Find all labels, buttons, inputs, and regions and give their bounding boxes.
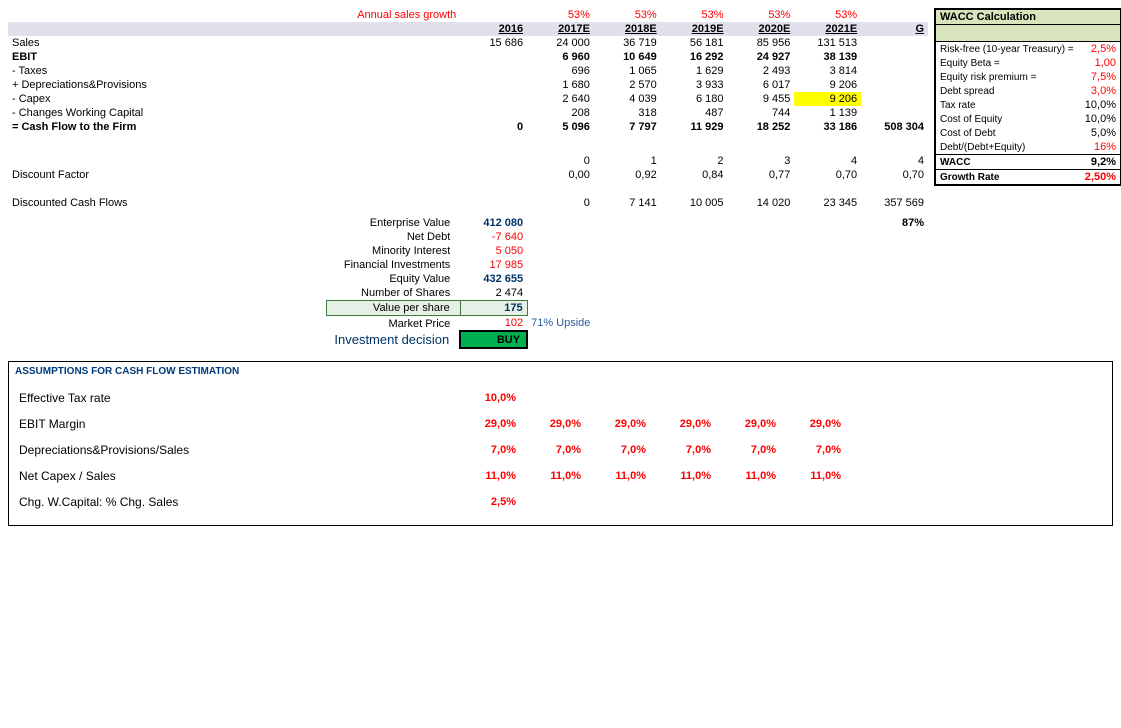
row-cff: = Cash Flow to the Firm05 0967 79711 929… <box>8 120 928 134</box>
assumptions-title: ASSUMPTIONS FOR CASH FLOW ESTIMATION <box>15 366 1106 377</box>
wacc-box: WACC Calculation Risk-free (10-year Trea… <box>934 8 1121 186</box>
row-sales: Sales15 68624 00036 71956 18185 956131 5… <box>8 36 928 50</box>
assump-row-1: EBIT Margin29,0%29,0%29,0%29,0%29,0%29,0… <box>15 411 1106 437</box>
buy-badge: BUY <box>460 331 527 348</box>
row-ebit: EBIT6 96010 64916 29224 92738 139 <box>8 50 928 64</box>
wacc-title: WACC Calculation <box>935 9 1121 25</box>
period-row: 0 1 2 3 4 4 <box>8 154 928 168</box>
discount-factor-row: Discount Factor 0,00 0,92 0,84 0,77 0,70… <box>8 168 928 182</box>
assumptions-box: ASSUMPTIONS FOR CASH FLOW ESTIMATION Eff… <box>8 361 1113 526</box>
assump-row-4: Chg. W.Capital: % Chg. Sales2,5% <box>15 489 1106 515</box>
decision-row: Investment decision BUY <box>8 331 928 348</box>
wacc-row-4: Tax rate10,0% <box>935 98 1121 112</box>
wacc-row-3: Debt spread3,0% <box>935 84 1121 98</box>
wacc-row-8: WACC9,2% <box>935 155 1121 170</box>
vps-row: Value per share 175 <box>8 301 928 316</box>
wacc-row-6: Cost of Debt5,0% <box>935 126 1121 140</box>
growth-label: Annual sales growth <box>327 8 461 22</box>
dcf-table: Annual sales growth 53% 53% 53% 53% 53% … <box>8 8 928 349</box>
wacc-row-5: Cost of Equity10,0% <box>935 112 1121 126</box>
wacc-row-7: Debt/(Debt+Equity)16% <box>935 140 1121 155</box>
growth-row: Annual sales growth 53% 53% 53% 53% 53% <box>8 8 928 22</box>
equity-row: Equity Value 432 655 <box>8 272 928 286</box>
wacc-row-1: Equity Beta =1,00 <box>935 56 1121 70</box>
wacc-row-9: Growth Rate2,50% <box>935 170 1121 186</box>
ev-row: Enterprise Value 412 080 87% <box>8 216 928 230</box>
fininv-row: Financial Investments 17 985 <box>8 258 928 272</box>
wacc-row-2: Equity risk premium =7,5% <box>935 70 1121 84</box>
main-table-area: Annual sales growth 53% 53% 53% 53% 53% … <box>8 8 928 349</box>
row-capex: - Capex2 6404 0396 1809 4559 206 <box>8 92 928 106</box>
wacc-row-0: Risk-free (10-year Treasury) =2,5% <box>935 42 1121 57</box>
dcf-row: Discounted Cash Flows 0 7 141 10 005 14 … <box>8 196 928 210</box>
assump-row-0: Effective Tax rate10,0% <box>15 385 1106 411</box>
assump-row-3: Net Capex / Sales11,0%11,0%11,0%11,0%11,… <box>15 463 1106 489</box>
assump-row-2: Depreciations&Provisions/Sales7,0%7,0%7,… <box>15 437 1106 463</box>
year-header-row: 2016 2017E 2018E 2019E 2020E 2021E G <box>8 22 928 36</box>
row-taxes: - Taxes6961 0651 6292 4933 814 <box>8 64 928 78</box>
netdebt-row: Net Debt -7 640 <box>8 230 928 244</box>
market-row: Market Price 102 71% Upside <box>8 316 928 332</box>
row-dwc: - Changes Working Capital2083184877441 1… <box>8 106 928 120</box>
row-depr: + Depreciations&Provisions1 6802 5703 93… <box>8 78 928 92</box>
minority-row: Minority Interest 5 050 <box>8 244 928 258</box>
shares-row: Number of Shares 2 474 <box>8 286 928 301</box>
